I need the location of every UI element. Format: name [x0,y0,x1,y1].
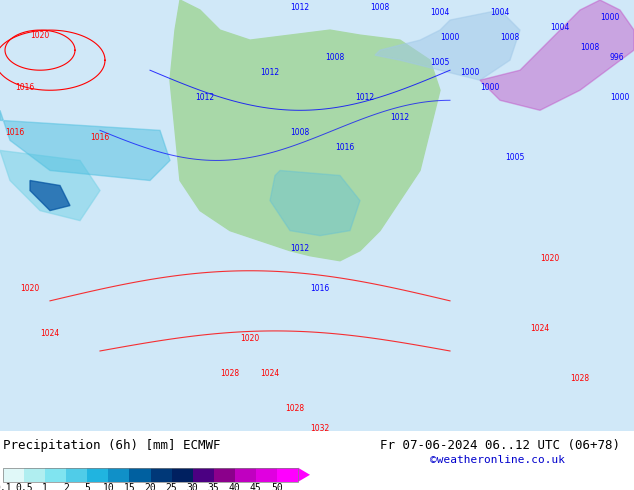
Text: 15: 15 [124,483,135,490]
Polygon shape [270,171,360,236]
Text: 1012: 1012 [390,113,409,122]
Bar [87,467,108,482]
Text: 1012: 1012 [290,3,309,12]
Polygon shape [170,0,440,261]
Text: 1028: 1028 [285,404,304,413]
Text: 1008: 1008 [290,128,309,137]
Text: 1020: 1020 [540,254,559,263]
Bar [235,467,256,482]
Text: 20: 20 [145,483,157,490]
Polygon shape [375,10,520,80]
Text: 1024: 1024 [40,329,59,338]
Text: 1024: 1024 [530,324,549,333]
Bar [3,467,298,482]
Bar [129,467,150,482]
Text: 30: 30 [187,483,198,490]
Text: 1028: 1028 [570,374,589,383]
Text: Precipitation (6h) [mm] ECMWF: Precipitation (6h) [mm] ECMWF [3,440,221,452]
Text: 1012: 1012 [290,244,309,253]
Text: 1012: 1012 [355,93,374,102]
Text: Fr 07-06-2024 06..12 UTC (06+78): Fr 07-06-2024 06..12 UTC (06+78) [380,440,620,452]
Text: 1016: 1016 [335,144,354,152]
Text: 1024: 1024 [260,369,279,378]
Text: 1: 1 [42,483,48,490]
Bar [172,467,193,482]
Text: 45: 45 [250,483,262,490]
Text: 25: 25 [165,483,178,490]
Text: 1005: 1005 [430,58,450,67]
Text: 1016: 1016 [15,83,34,92]
Text: 1016: 1016 [310,284,329,293]
Bar [24,467,45,482]
Text: 1000: 1000 [440,33,460,42]
Text: 1020: 1020 [30,31,49,40]
Text: 5: 5 [84,483,90,490]
Text: 1004: 1004 [550,23,569,32]
Text: 1004: 1004 [430,8,450,17]
Text: 1008: 1008 [325,53,344,62]
Text: 0.1: 0.1 [0,483,12,490]
Text: 1008: 1008 [370,3,389,12]
Text: 1008: 1008 [580,43,599,52]
Text: 1012: 1012 [195,93,214,102]
Text: 1005: 1005 [505,153,524,163]
Text: 1004: 1004 [490,8,509,17]
Bar [150,467,172,482]
Text: 1000: 1000 [460,68,479,77]
Bar [256,467,277,482]
Text: 1016: 1016 [5,128,24,137]
Text: 40: 40 [229,483,241,490]
Text: 1016: 1016 [90,133,109,143]
Text: 1012: 1012 [260,68,279,77]
Bar [45,467,66,482]
Text: 1020: 1020 [20,284,39,293]
Polygon shape [480,0,634,110]
Bar [3,467,24,482]
Polygon shape [30,180,70,211]
Text: 1008: 1008 [500,33,519,42]
Bar [277,467,298,482]
Bar [108,467,129,482]
Text: 2: 2 [63,483,69,490]
Text: 0.5: 0.5 [15,483,33,490]
Text: 1000: 1000 [480,83,500,92]
Bar [193,467,214,482]
Text: 1000: 1000 [600,13,619,22]
Text: 1020: 1020 [240,334,259,343]
Polygon shape [0,150,100,220]
Text: 10: 10 [103,483,114,490]
Bar [214,467,235,482]
Polygon shape [0,110,170,180]
Text: 996: 996 [610,53,624,62]
Text: 1032: 1032 [310,424,329,433]
Text: 1000: 1000 [610,93,630,102]
Text: 35: 35 [208,483,219,490]
Text: ©weatheronline.co.uk: ©weatheronline.co.uk [430,455,565,465]
Text: 1028: 1028 [220,369,239,378]
Bar [66,467,87,482]
Text: 50: 50 [271,483,283,490]
FancyArrow shape [298,467,310,482]
